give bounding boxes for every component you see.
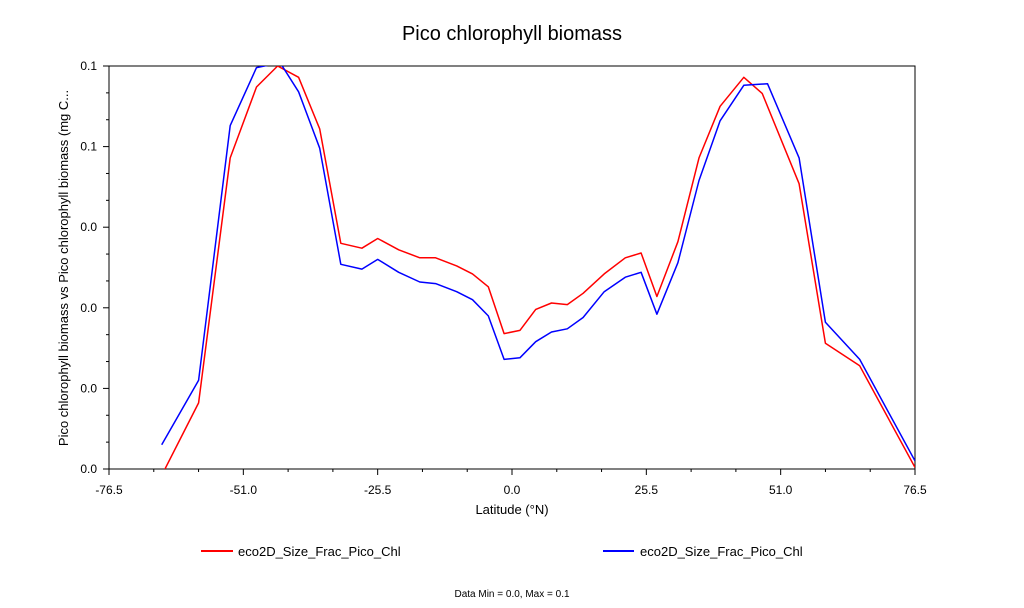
- legend: eco2D_Size_Frac_Pico_Chl eco2D_Size_Frac…: [201, 544, 803, 559]
- y-tick-label: 0.0: [80, 462, 97, 476]
- y-tick-label: 0.0: [80, 381, 97, 395]
- x-tick-label: -51.0: [230, 483, 258, 497]
- y-tick-label: 0.0: [80, 220, 97, 234]
- y-tick-label: 0.1: [80, 59, 97, 73]
- legend-label-blue: eco2D_Size_Frac_Pico_Chl: [640, 544, 803, 559]
- chart-title: Pico chlorophyll biomass: [402, 23, 622, 45]
- x-tick-label: 51.0: [769, 483, 793, 497]
- data-range-footer: Data Min = 0.0, Max = 0.1: [454, 589, 569, 600]
- x-axis: -76.5 -51.0 -25.5 0.0 25.5 51.0 76.5: [95, 469, 927, 497]
- series-line-red: [164, 66, 915, 469]
- x-tick-label: -25.5: [364, 483, 392, 497]
- series-layer: [161, 66, 915, 469]
- x-tick-label: 25.5: [635, 483, 659, 497]
- x-tick-label: -76.5: [95, 483, 123, 497]
- x-tick-label: 76.5: [903, 483, 927, 497]
- y-tick-label: 0.0: [80, 301, 97, 315]
- series-line-blue: [161, 66, 915, 462]
- y-axis-title: Pico chlorophyll biomass vs Pico chlorop…: [56, 90, 71, 446]
- y-axis: 0.0 0.0 0.0 0.0 0.1 0.1: [80, 59, 109, 476]
- x-tick-label: 0.0: [504, 483, 521, 497]
- y-tick-label: 0.1: [80, 140, 97, 154]
- legend-label-red: eco2D_Size_Frac_Pico_Chl: [238, 544, 401, 559]
- x-axis-title: Latitude (°N): [475, 502, 548, 517]
